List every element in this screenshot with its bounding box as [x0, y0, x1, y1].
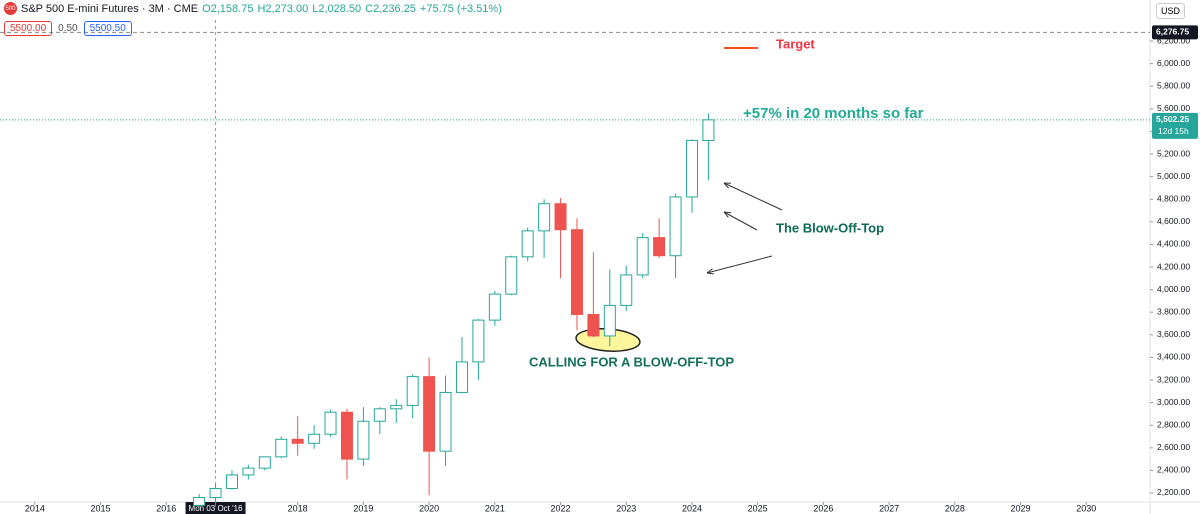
last-price-box: [1152, 112, 1198, 139]
y-tick-label: 2,600.00: [1157, 442, 1190, 452]
x-tick-label: 2029: [1011, 503, 1031, 513]
candle-body: [521, 230, 534, 258]
candle-body: [193, 497, 206, 506]
arrow: [723, 211, 758, 231]
crosshair-label: Mon 03 Oct '16: [189, 504, 244, 513]
candle-body: [390, 404, 403, 410]
candle-body: [357, 420, 370, 460]
candle-body: [373, 408, 386, 422]
candle-body: [209, 487, 222, 499]
x-tick-label: 2015: [91, 503, 111, 513]
arrow: [706, 255, 773, 274]
annotation-target: Target: [776, 36, 815, 51]
x-tick-label: 2022: [551, 503, 571, 513]
arrow-head: [723, 182, 732, 189]
y-tick-label: 6,000.00: [1157, 58, 1190, 68]
close: C2,236.25: [365, 2, 416, 15]
x-tick-label: 2020: [419, 503, 439, 513]
y-tick-label: 2,400.00: [1157, 465, 1190, 475]
y-tick-label: 4,200.00: [1157, 261, 1190, 271]
annotation-blow-off: The Blow-Off-Top: [776, 220, 884, 235]
candle-body: [308, 433, 321, 444]
y-tick-label: 2,200.00: [1157, 487, 1190, 497]
candle-body: [554, 203, 567, 231]
candle-body: [242, 467, 255, 476]
y-tick-label: 3,200.00: [1157, 374, 1190, 384]
y-tick-label: 6,200.00: [1157, 35, 1190, 45]
candle-body: [472, 319, 485, 363]
symbol-title[interactable]: S&P 500 E-mini Futures · 3M · CME: [21, 2, 199, 15]
x-tick-label: 2014: [25, 503, 45, 513]
candle-body: [258, 456, 271, 469]
candle-body: [225, 474, 238, 489]
candle-body: [636, 237, 649, 276]
x-tick-label: 2023: [616, 503, 636, 513]
candle-body: [570, 229, 583, 315]
x-tick-label: 2027: [879, 503, 899, 513]
candle-body: [406, 376, 419, 406]
candle-body: [702, 119, 715, 141]
y-tick-label: 2,800.00: [1157, 419, 1190, 429]
annotation-gain: +57% in 20 months so far: [743, 105, 924, 122]
candle-body: [669, 196, 682, 257]
candle-body: [291, 438, 304, 444]
arrow: [723, 182, 783, 211]
y-tick-label: 4,400.00: [1157, 239, 1190, 249]
y-tick-label: 3,600.00: [1157, 329, 1190, 339]
arrow-head: [706, 268, 714, 275]
spread: 0.50: [58, 23, 78, 34]
y-tick-label: 4,000.00: [1157, 284, 1190, 294]
x-tick-label: 2018: [288, 503, 308, 513]
sell-button[interactable]: 5500.00: [4, 21, 53, 36]
trade-bar: 5500.00 0.50 5500.50: [4, 21, 132, 36]
buy-button[interactable]: 5500.50: [83, 21, 132, 36]
target-label-box: [1152, 25, 1198, 40]
x-tick-label: 2028: [945, 503, 965, 513]
candle-body: [653, 237, 666, 257]
x-tick-label: 2019: [353, 503, 373, 513]
last-price-label: 5,502.25: [1156, 114, 1189, 124]
y-tick-label: 3,000.00: [1157, 397, 1190, 407]
y-tick-label: 3,400.00: [1157, 352, 1190, 362]
x-tick-label: 2024: [682, 503, 702, 513]
candle-body: [275, 438, 288, 458]
open: O2,158.75: [202, 2, 254, 15]
candle-body: [620, 274, 633, 306]
x-tick-label: 2025: [748, 503, 768, 513]
low: L2,028.50: [312, 2, 362, 15]
annotation-calling: CALLING FOR A BLOW-OFF-TOP: [529, 354, 734, 369]
y-tick-label: 3,800.00: [1157, 306, 1190, 316]
candle-body: [505, 256, 518, 295]
countdown: 12d 15h: [1158, 126, 1189, 136]
candle-body: [455, 361, 468, 393]
y-tick-label: 5,800.00: [1157, 80, 1190, 90]
candle-body: [538, 203, 551, 232]
candle-body: [324, 411, 337, 435]
y-tick-label: 5,200.00: [1157, 148, 1190, 158]
y-tick-label: 4,800.00: [1157, 193, 1190, 203]
candle-body: [685, 139, 698, 198]
candle-body: [340, 411, 353, 460]
candle-body: [423, 376, 436, 452]
x-tick-label: 2021: [485, 503, 505, 513]
x-tick-label: 2016: [156, 503, 176, 513]
arrow-head: [723, 211, 732, 218]
y-tick-label: 4,600.00: [1157, 216, 1190, 226]
candle-body: [488, 293, 501, 321]
x-tick-label: 2026: [813, 503, 833, 513]
header: 500 S&P 500 E-mini Futures · 3M · CME O2…: [4, 2, 502, 15]
currency[interactable]: USD: [1156, 3, 1186, 19]
high: H2,273.00: [257, 2, 309, 15]
change: +75.75 (+3.51%): [419, 2, 502, 15]
y-tick-label: 5,600.00: [1157, 103, 1190, 113]
x-tick-label: 2030: [1076, 503, 1096, 513]
y-tick-label: 5,000.00: [1157, 171, 1190, 181]
candle-body: [603, 304, 616, 337]
candle-body: [439, 391, 452, 452]
candle-body: [587, 313, 600, 337]
target-label: 6,276.75: [1156, 27, 1189, 37]
symbol-badge: 500: [4, 2, 17, 15]
